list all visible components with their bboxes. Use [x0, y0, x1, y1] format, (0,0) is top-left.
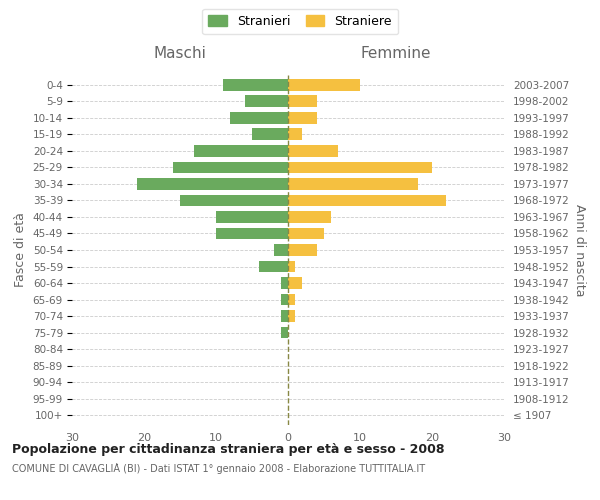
Bar: [288, 145, 338, 157]
Bar: [281, 310, 288, 322]
Y-axis label: Fasce di età: Fasce di età: [14, 212, 27, 288]
Bar: [288, 211, 331, 223]
Bar: [288, 277, 302, 289]
Text: COMUNE DI CAVAGLIÀ (BI) - Dati ISTAT 1° gennaio 2008 - Elaborazione TUTTITALIA.: COMUNE DI CAVAGLIÀ (BI) - Dati ISTAT 1°…: [12, 462, 425, 473]
Bar: [288, 178, 418, 190]
Bar: [216, 211, 288, 223]
Bar: [259, 260, 288, 272]
Bar: [288, 260, 295, 272]
Bar: [180, 194, 288, 206]
Bar: [288, 162, 432, 173]
Bar: [281, 294, 288, 306]
Bar: [288, 228, 324, 239]
Bar: [288, 244, 317, 256]
Bar: [288, 79, 360, 91]
Bar: [288, 310, 295, 322]
Bar: [230, 112, 288, 124]
Bar: [274, 244, 288, 256]
Text: Maschi: Maschi: [154, 46, 206, 61]
Bar: [281, 326, 288, 338]
Bar: [288, 96, 317, 108]
Bar: [194, 145, 288, 157]
Y-axis label: Anni di nascita: Anni di nascita: [574, 204, 586, 296]
Bar: [288, 128, 302, 140]
Bar: [288, 112, 317, 124]
Text: Popolazione per cittadinanza straniera per età e sesso - 2008: Popolazione per cittadinanza straniera p…: [12, 442, 445, 456]
Bar: [288, 194, 446, 206]
Bar: [252, 128, 288, 140]
Bar: [137, 178, 288, 190]
Bar: [245, 96, 288, 108]
Bar: [173, 162, 288, 173]
Text: Femmine: Femmine: [361, 46, 431, 61]
Bar: [288, 294, 295, 306]
Bar: [216, 228, 288, 239]
Bar: [223, 79, 288, 91]
Legend: Stranieri, Straniere: Stranieri, Straniere: [202, 8, 398, 34]
Bar: [281, 277, 288, 289]
